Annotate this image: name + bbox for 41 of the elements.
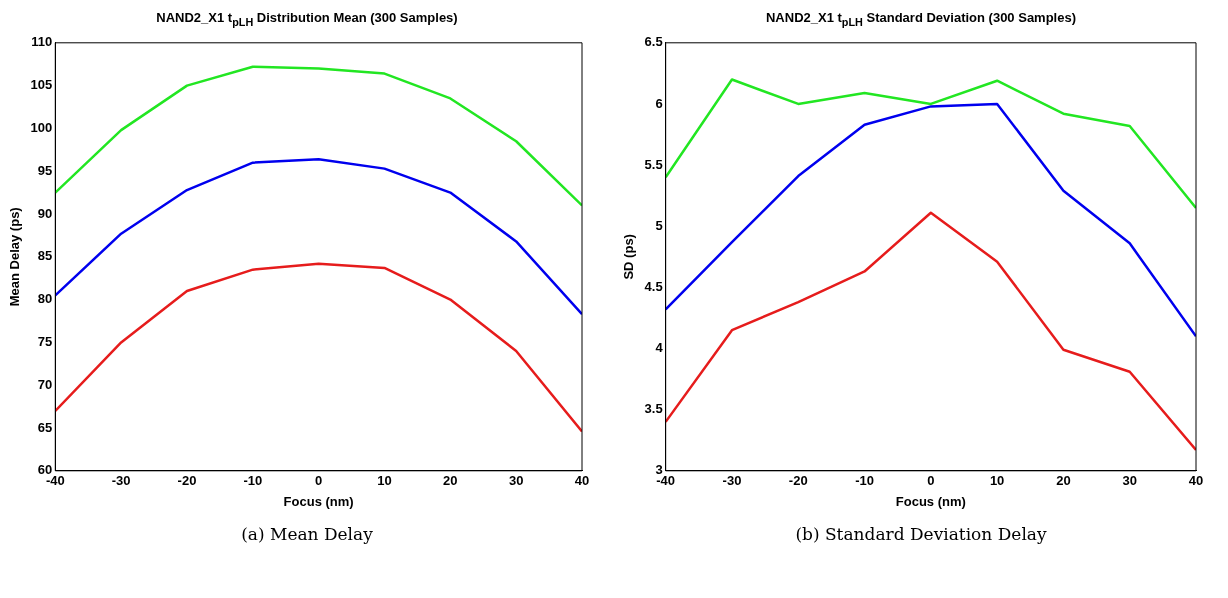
y-tick-label: 95 [37, 162, 53, 178]
y-tick-label: 85 [37, 248, 53, 264]
x-tick-label: -30 [722, 473, 742, 489]
x-tick-label: 20 [443, 473, 458, 489]
x-tick-label: -10 [855, 473, 874, 489]
chart-title: NAND2_X1 t$_{pLH}$ Distribution Mean (300 Samples) [155, 9, 459, 30]
x-tick-label: -30 [111, 473, 131, 489]
y-tick-label: 105 [30, 77, 53, 93]
x-tick-label: 0 [315, 473, 323, 489]
y-tick-label: 6 [655, 95, 663, 111]
y-tick-label: 80 [37, 291, 53, 307]
y-tick-label: 90 [37, 205, 53, 221]
chart-title: NAND2_X1 t$_{pLH}$ Standard Deviation (300 Samples) [764, 9, 1077, 30]
x-tick-label: 40 [574, 473, 590, 489]
x-axis-title: Focus (nm) [283, 493, 354, 509]
x-tick-label: -10 [243, 473, 263, 489]
x-tick-label: 0 [927, 473, 935, 489]
y-tick-label: 5 [655, 217, 663, 233]
y-tick-label: 70 [37, 376, 53, 392]
y-tick-label: 5.5 [644, 156, 663, 172]
y-tick-label: 75 [37, 333, 53, 349]
y-tick-label: 110 [31, 34, 53, 50]
x-tick-label: 30 [1122, 473, 1137, 489]
x-tick-label: -20 [788, 473, 808, 489]
text: (a) Mean Delay [240, 524, 374, 544]
x-axis-title: Focus (nm) [895, 493, 966, 509]
text: (b) Standard Deviation Delay [794, 524, 1048, 544]
x-tick-label: 10 [377, 473, 392, 489]
x-tick-label: 20 [1056, 473, 1071, 489]
y-axis-title: SD (ps) [621, 234, 637, 280]
y-tick-label: 4 [655, 340, 664, 356]
y-tick-label: 4.5 [644, 278, 663, 294]
y-tick-label: 65 [37, 419, 53, 435]
y-tick-label: 6.5 [644, 34, 663, 50]
x-tick-label: -20 [177, 473, 197, 489]
y-tick-label: 3.5 [644, 401, 663, 417]
y-tick-label: 100 [30, 119, 53, 135]
x-tick-label: 10 [989, 473, 1005, 489]
x-tick-label: 40 [1188, 473, 1204, 489]
x-tick-label: 30 [508, 473, 524, 489]
y-axis-title: Mean Delay (ps) [7, 207, 23, 307]
